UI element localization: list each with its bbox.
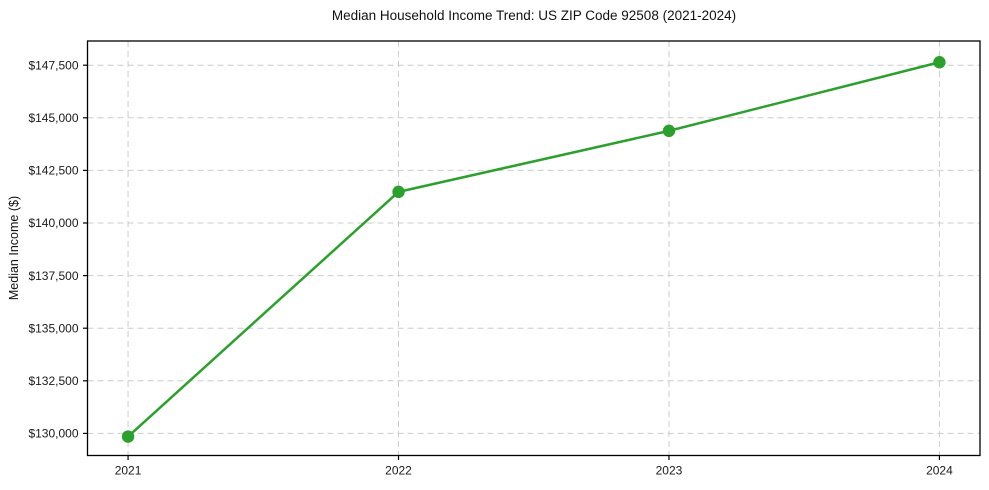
plot-area [87,41,980,456]
y-tick-label: $145,000 [28,111,78,125]
y-tick-label: $142,500 [28,164,78,178]
y-tick-label: $140,000 [28,216,78,230]
x-tick-label: 2021 [115,464,142,478]
x-tick-label: 2022 [385,464,412,478]
data-point-marker-2022 [392,185,405,199]
x-tick-label: 2024 [926,464,953,478]
data-point-marker-2023 [662,124,676,138]
y-tick-label: $135,000 [28,321,78,335]
x-tick-label: 2023 [656,464,683,478]
data-point-marker-2021 [121,430,135,443]
y-tick-label: $137,500 [28,269,78,283]
chart-title: Median Household Income Trend: US ZIP Co… [331,8,737,23]
y-tick-label: $132,500 [28,374,78,388]
y-tick-label: $147,500 [28,58,78,72]
y-tick-label: $130,000 [28,427,78,441]
data-point-marker-2024 [933,56,946,69]
plot-border [86,40,981,457]
income-trend-line [126,61,941,438]
